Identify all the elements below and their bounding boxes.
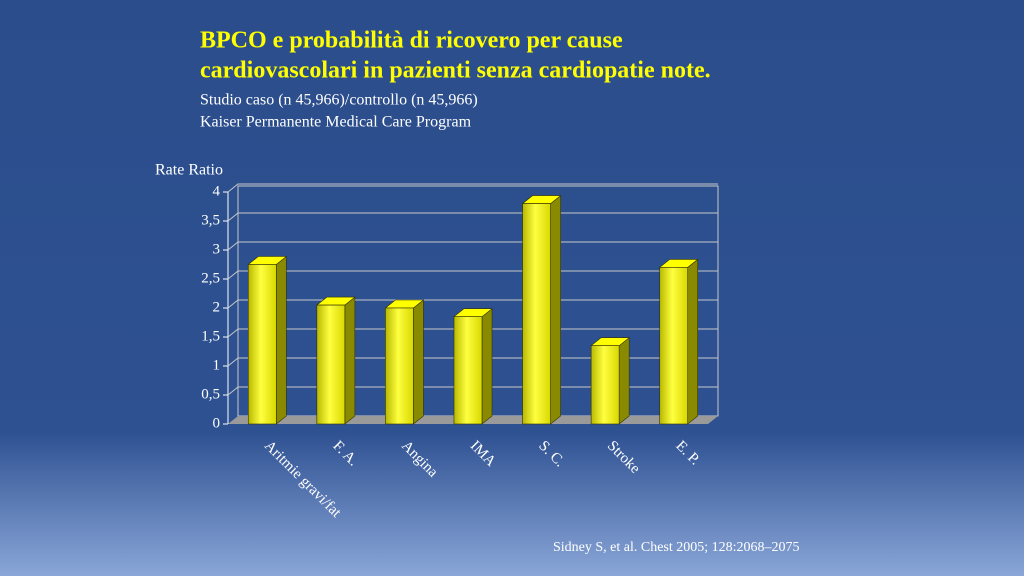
- y-tick-label: 3: [213, 241, 221, 257]
- y-tick-label: 2: [213, 299, 221, 315]
- subtitle: Kaiser Permanente Medical Care Program: [200, 114, 472, 131]
- y-tick-label: 2,5: [201, 270, 220, 286]
- bar: [384, 299, 425, 425]
- y-tick-label: 0,5: [201, 386, 220, 402]
- y-tick-label: 4: [213, 183, 221, 199]
- bar-front: [522, 203, 551, 425]
- bar: [247, 255, 288, 425]
- bar-front: [453, 316, 483, 425]
- y-tick-label: 0: [213, 415, 221, 431]
- bar: [521, 194, 562, 425]
- bar: [590, 337, 630, 425]
- source-note: Sidney S, et al. Chest 2005; 128:2068–20…: [553, 540, 800, 555]
- chart-title: cardiovascolari in pazienti senza cardio…: [200, 58, 711, 84]
- bar-side: [481, 308, 493, 425]
- grid-line: [227, 183, 718, 193]
- bar-front: [247, 264, 277, 425]
- bar-side: [687, 258, 699, 425]
- y-tick-label: 3,5: [201, 212, 220, 228]
- y-tick-label: 1: [213, 357, 221, 373]
- bar-front: [590, 345, 620, 425]
- bar: [658, 258, 699, 425]
- y-tick-label: 1,5: [201, 328, 220, 344]
- bar-front: [385, 307, 414, 425]
- bar-side: [275, 255, 287, 425]
- bar: [453, 308, 493, 425]
- bar-front: [659, 267, 689, 425]
- y-axis-label: Rate Ratio: [155, 162, 223, 179]
- bar-side: [413, 299, 424, 425]
- subtitle: Studio caso (n 45,966)/controllo (n 45,9…: [200, 92, 478, 109]
- bar-front: [316, 304, 346, 425]
- chart-title: BPCO e probabilità di ricovero per cause: [200, 28, 623, 54]
- bar-side: [344, 296, 356, 425]
- bar-side: [618, 337, 630, 425]
- bar-side: [550, 194, 561, 425]
- bar: [316, 296, 356, 425]
